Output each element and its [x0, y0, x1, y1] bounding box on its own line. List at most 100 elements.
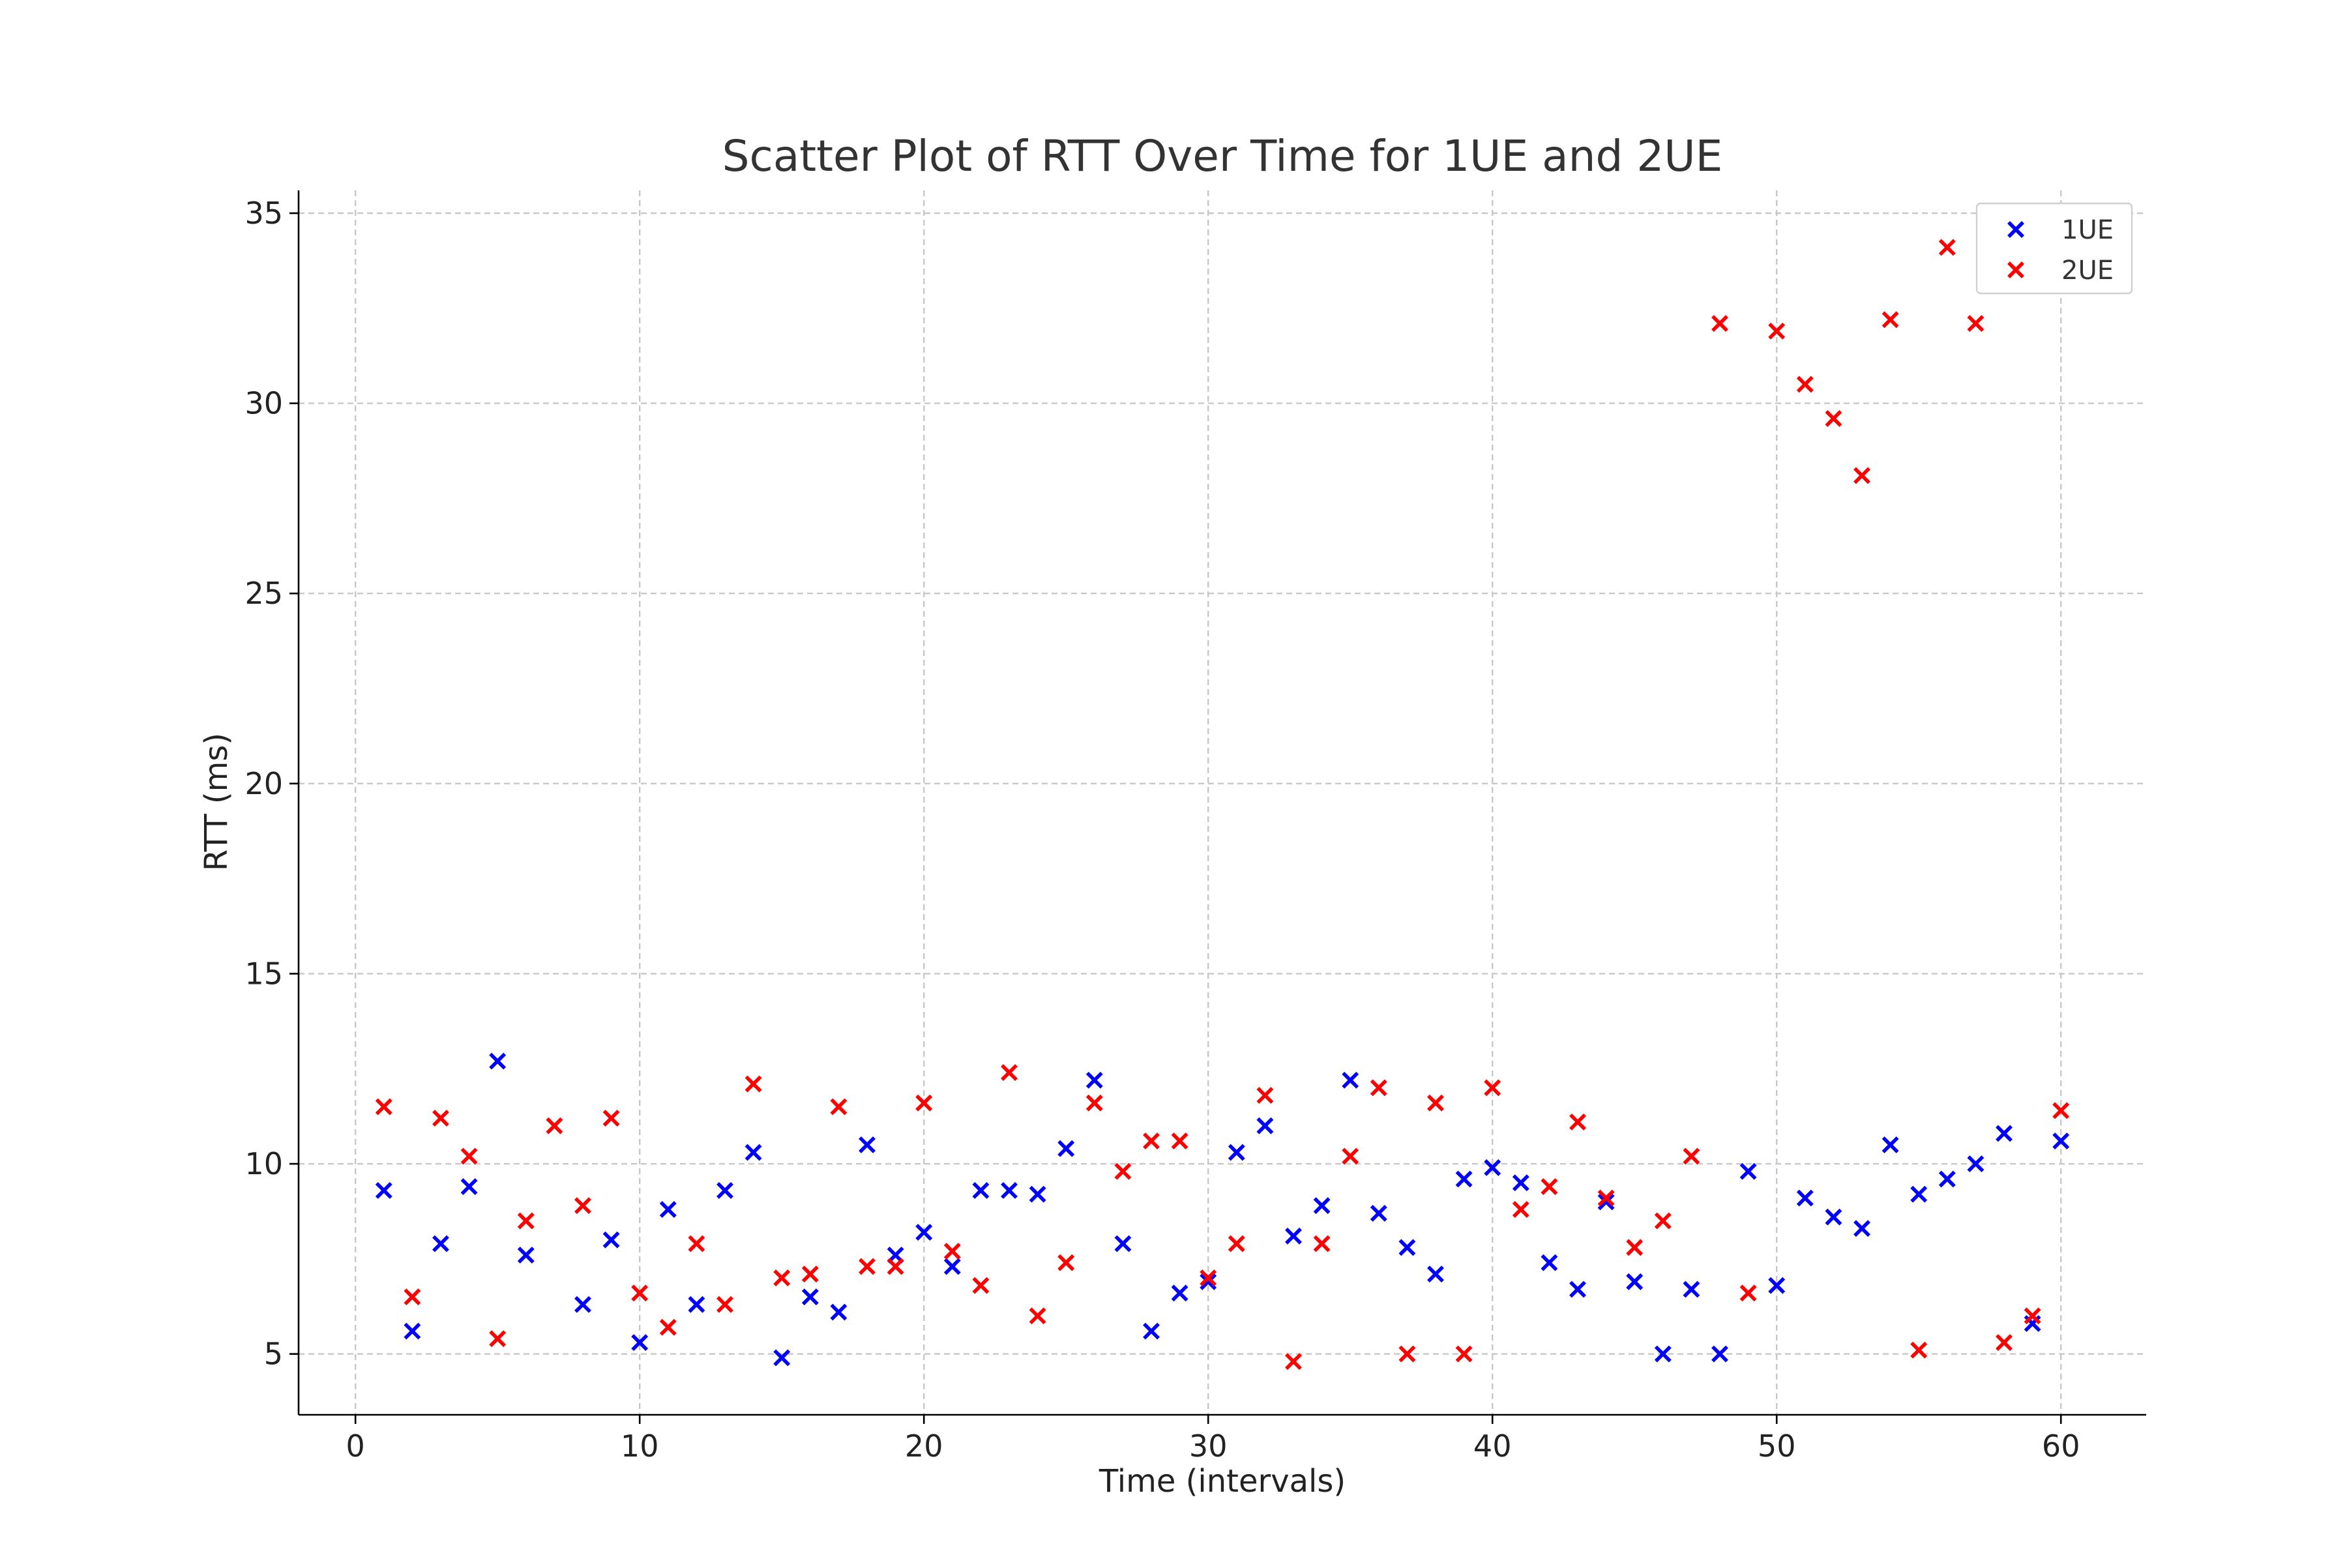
series-2UE-point — [1796, 376, 1814, 393]
series-2UE-point — [574, 1197, 591, 1215]
series-2UE-point — [1683, 1147, 1700, 1165]
series-2UE-point — [1455, 1345, 1473, 1363]
series-2UE-point — [1171, 1132, 1188, 1150]
series-1UE-point — [1910, 1185, 1928, 1203]
x-tick-label: 20 — [905, 1428, 943, 1464]
series-1UE-point — [489, 1052, 507, 1070]
axes-layer: 0 10 20 30 40 50 60 5 10 15 20 25 30 35 — [244, 190, 2146, 1464]
series-1UE-point — [915, 1224, 933, 1241]
series-1UE-point — [1114, 1235, 1132, 1252]
series-1UE-point — [1370, 1204, 1387, 1222]
series-1UE-point — [1768, 1277, 1786, 1294]
legend-marker-1UE — [2007, 221, 2024, 238]
series-1UE-point — [404, 1322, 421, 1340]
series-1UE-point — [688, 1295, 705, 1313]
series-1UE-point — [1057, 1140, 1075, 1157]
x-axis-label: Time (intervals) — [1099, 1463, 1346, 1500]
series-2UE-point — [602, 1110, 620, 1127]
series-2UE-point — [1143, 1132, 1160, 1150]
series-1UE-point — [1882, 1136, 1899, 1153]
series-1UE-point — [716, 1181, 733, 1199]
series-2UE-point — [1029, 1307, 1046, 1325]
series-1UE-point — [1200, 1273, 1217, 1290]
series-2UE-point — [432, 1110, 449, 1127]
chart-title: Scatter Plot of RTT Over Time for 1UE an… — [722, 131, 1723, 181]
series-2UE-point — [517, 1212, 535, 1230]
series-2UE-point — [489, 1330, 507, 1348]
series-1UE-point — [1313, 1197, 1331, 1215]
series-2UE-point — [830, 1098, 848, 1116]
series-2UE-point — [1512, 1201, 1529, 1219]
series-2UE-point — [1001, 1064, 1018, 1082]
series-2UE-point — [1711, 315, 1728, 333]
y-tick-label: 15 — [244, 956, 283, 991]
series-1UE-point — [1938, 1170, 1956, 1188]
series-1UE-point — [972, 1181, 990, 1199]
series-1UE-point — [773, 1349, 791, 1367]
series-1UE-point — [1427, 1265, 1444, 1283]
series-2UE-point — [1739, 1284, 1757, 1302]
series-2UE-point — [1085, 1094, 1103, 1112]
series-1UE-point — [801, 1288, 819, 1306]
series-1UE-point — [375, 1181, 392, 1199]
y-axis-label: RTT (ms) — [198, 733, 235, 871]
series-2UE-point — [1484, 1079, 1501, 1097]
series-1UE-point — [1654, 1345, 1672, 1363]
series-1UE-point — [943, 1258, 961, 1275]
series-2UE-point — [1996, 1334, 2013, 1352]
series-1UE-point — [432, 1235, 449, 1252]
series-1UE-point — [1085, 1071, 1103, 1089]
x-tick-label: 30 — [1189, 1428, 1228, 1464]
series-2UE-point — [887, 1258, 904, 1275]
y-tick-label: 35 — [244, 196, 283, 231]
series-1UE-point — [1256, 1117, 1274, 1134]
series-2UE-point — [1882, 311, 1899, 329]
series-2UE-point — [1342, 1147, 1359, 1165]
series-2UE-point — [659, 1318, 677, 1336]
series-2UE-point — [375, 1098, 392, 1116]
series-1UE-point — [1171, 1284, 1188, 1302]
series-2UE-point — [1967, 315, 1985, 333]
series-1UE-point — [745, 1144, 762, 1161]
grid-layer — [299, 190, 2146, 1415]
series-1UE-point — [1683, 1280, 1700, 1298]
series-1UE-point — [859, 1136, 876, 1153]
series-1UE-point — [1398, 1239, 1416, 1256]
series-1UE-point — [1285, 1227, 1302, 1245]
x-tick-label: 0 — [346, 1428, 365, 1464]
series-1UE-point — [1512, 1174, 1529, 1192]
x-tick-label: 60 — [2042, 1428, 2080, 1464]
series-1UE-point — [1143, 1322, 1160, 1340]
series-2UE-point — [688, 1235, 705, 1252]
series-2UE-point — [1597, 1189, 1615, 1207]
series-2UE-point — [773, 1269, 791, 1286]
series-2UE-point — [972, 1277, 990, 1294]
series-1UE-point — [659, 1201, 677, 1219]
series-1UE-point — [1342, 1071, 1359, 1089]
series-2UE-point — [1768, 322, 1786, 340]
series-2UE-point — [801, 1265, 819, 1283]
series-2UE-point — [1938, 239, 1956, 256]
series-1UE-point — [830, 1303, 848, 1321]
series-2UE-point — [631, 1284, 649, 1302]
series-2UE-point — [404, 1288, 421, 1306]
series-1UE-point — [1597, 1193, 1615, 1211]
x-tick-label: 10 — [621, 1428, 659, 1464]
series-2UE-point — [1285, 1353, 1302, 1370]
series-2UE-point — [1370, 1079, 1387, 1097]
points-layer — [375, 239, 2070, 1370]
series-1UE-point — [1541, 1254, 1558, 1271]
series-1UE-point — [1626, 1273, 1644, 1290]
series-2UE-point — [1256, 1087, 1274, 1104]
series-2UE-point — [943, 1243, 961, 1260]
series-1UE-point — [1001, 1181, 1018, 1199]
series-1UE-point — [574, 1295, 591, 1313]
x-tick-label: 50 — [1758, 1428, 1796, 1464]
series-2UE-point — [1228, 1235, 1245, 1252]
legend-label-2UE: 2UE — [2061, 256, 2114, 286]
series-1UE-point — [631, 1334, 649, 1352]
y-tick-label: 5 — [264, 1337, 283, 1372]
series-1UE-point — [2052, 1132, 2070, 1150]
